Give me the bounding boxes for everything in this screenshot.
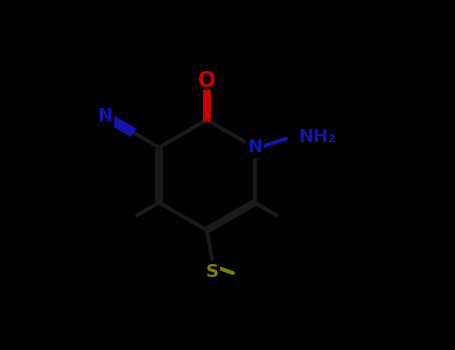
Text: NH₂: NH₂: [298, 128, 336, 146]
Text: S: S: [206, 264, 219, 281]
Text: N: N: [247, 139, 262, 156]
Text: N: N: [97, 107, 112, 125]
Text: O: O: [198, 71, 216, 91]
